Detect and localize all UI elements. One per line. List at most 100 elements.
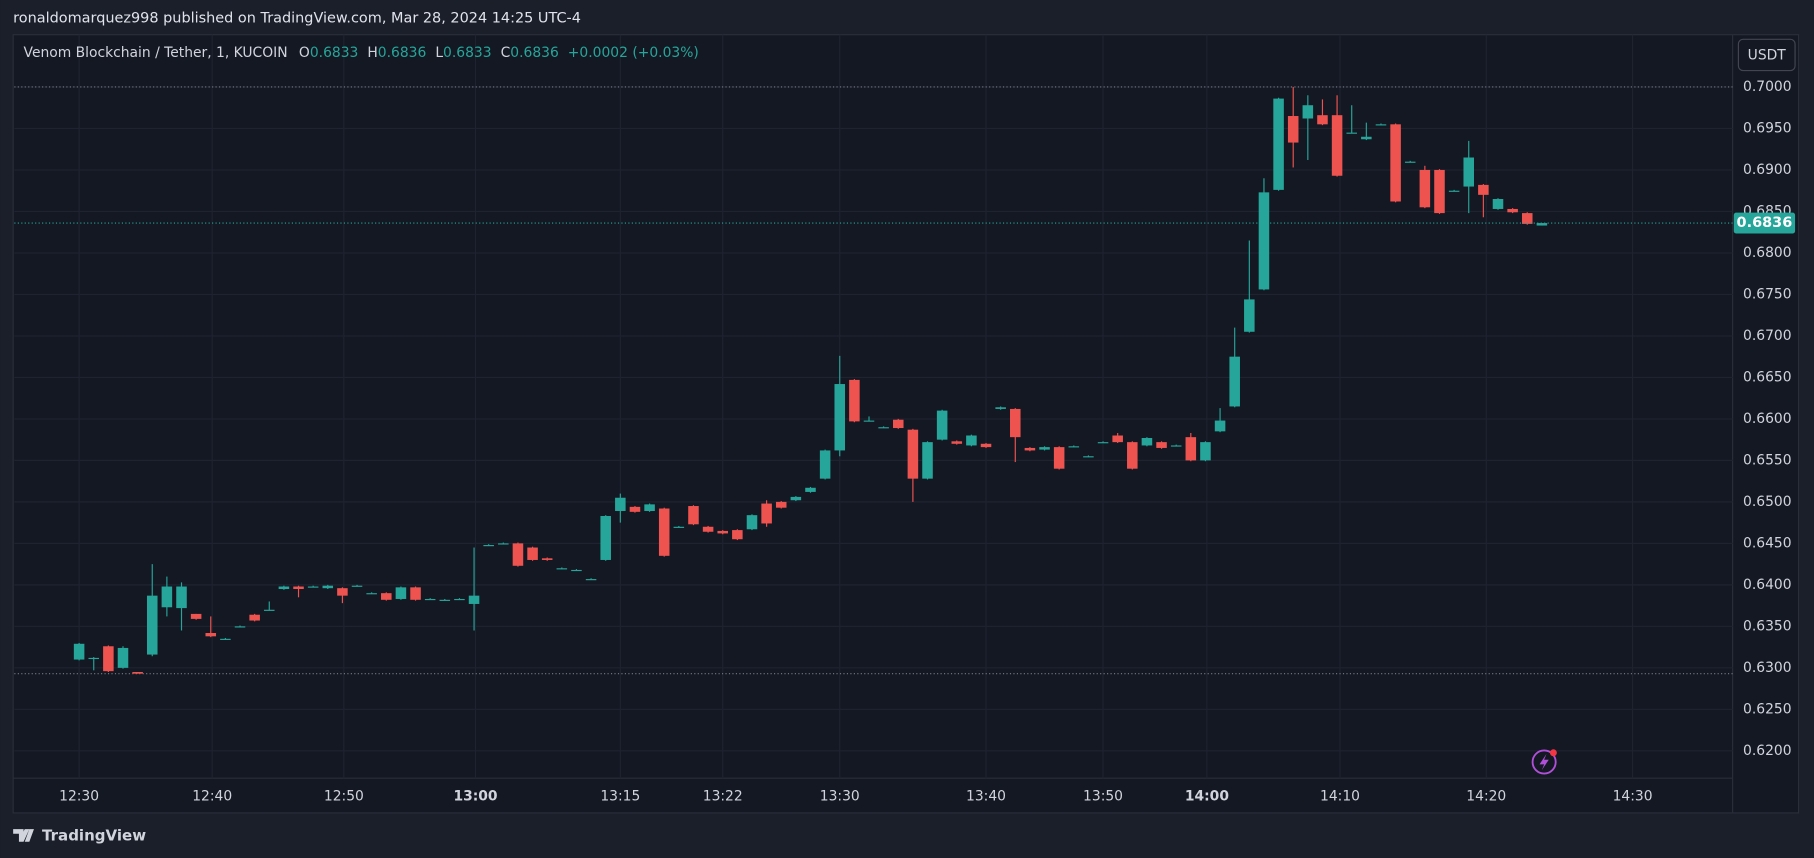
candle-body	[1258, 192, 1270, 290]
candle-body	[132, 671, 143, 674]
candle-body	[1346, 132, 1357, 134]
candle-body	[1536, 223, 1548, 226]
candle-body	[688, 506, 699, 525]
candle-body	[1010, 408, 1021, 438]
x-tick-label: 13:00	[453, 789, 497, 805]
candle-body	[1053, 447, 1065, 469]
y-tick-label: 0.6800	[1743, 245, 1792, 261]
candle-body	[205, 632, 217, 637]
candle-body	[176, 586, 187, 609]
candle-body	[951, 441, 963, 444]
candle-body	[220, 638, 231, 640]
y-tick-label: 0.6900	[1743, 162, 1792, 178]
candle-body	[1141, 437, 1153, 446]
y-tick-label: 0.6550	[1743, 452, 1792, 468]
candle-body	[1229, 356, 1240, 407]
candle-body	[322, 585, 334, 589]
y-tick-label: 0.7000	[1743, 79, 1792, 95]
candle-body	[1068, 446, 1080, 448]
candle-body	[1507, 208, 1518, 213]
x-tick-label: 12:50	[324, 789, 364, 805]
candle-body	[1083, 456, 1094, 458]
candle-body	[819, 450, 831, 479]
candle-body	[410, 587, 421, 600]
candle-body	[1112, 435, 1123, 443]
flash-icon[interactable]	[1531, 749, 1557, 775]
change: +0.0002 (+0.03%)	[568, 45, 699, 61]
y-tick-label: 0.6650	[1743, 369, 1792, 385]
candle-body	[1097, 442, 1109, 444]
x-tick-label: 12:30	[59, 789, 99, 805]
ohlc-value: 0.6833	[310, 45, 359, 61]
candle-body	[1039, 447, 1050, 450]
candle-body	[790, 496, 802, 501]
candle-body	[775, 501, 787, 508]
candle-body	[293, 586, 304, 590]
logo-mark	[13, 829, 34, 842]
candle-body	[585, 579, 597, 581]
candle-body	[732, 530, 743, 540]
footer: TradingView	[42, 827, 146, 845]
candle-body	[439, 599, 451, 601]
currency[interactable]: USDT	[1748, 48, 1787, 64]
candle-body	[1375, 124, 1387, 126]
candle-body	[454, 598, 465, 601]
candle-body	[615, 497, 626, 512]
candle-body	[878, 427, 889, 429]
ohlc-value: 0.6836	[378, 45, 427, 61]
x-tick-label: 13:15	[600, 789, 640, 805]
candles	[14, 86, 1733, 675]
candle-body	[278, 586, 290, 590]
candle-body	[190, 613, 202, 619]
candle-body	[1492, 198, 1504, 209]
x-tick-label: 14:00	[1185, 789, 1229, 805]
candle-body	[512, 543, 524, 566]
chart-area	[12, 34, 1800, 814]
candle-body	[468, 595, 480, 604]
y-tick-label: 0.6950	[1743, 120, 1792, 136]
candle-body	[761, 503, 772, 524]
y-tick-label: 0.6400	[1743, 577, 1792, 593]
y-tick-label: 0.6500	[1743, 494, 1792, 510]
candle-body	[717, 530, 728, 534]
candle-body	[103, 646, 114, 672]
candle-body	[351, 585, 363, 587]
candle-body	[424, 598, 436, 601]
candle-body	[746, 515, 758, 530]
x-tick-label: 13:30	[820, 789, 860, 805]
candle-body	[1185, 437, 1197, 461]
candle-body	[381, 593, 392, 600]
candle-body	[1127, 442, 1138, 469]
candle-body	[161, 586, 173, 608]
candle-body	[117, 647, 129, 668]
legend: Venom Blockchain / Tether, 1, KUCOIN O0.…	[24, 45, 699, 61]
candle-body	[527, 547, 538, 560]
candle-body	[658, 508, 670, 556]
ohlc-key: C	[501, 45, 511, 61]
y-tick-label: 0.6600	[1743, 411, 1792, 427]
candle-body	[600, 515, 611, 560]
candle-body	[1287, 116, 1299, 143]
y-tick-label: 0.6700	[1743, 328, 1792, 344]
candle-body	[264, 609, 275, 611]
candle-body	[702, 526, 714, 532]
flash-bolt[interactable]	[1539, 753, 1549, 771]
candle-body	[849, 379, 860, 422]
candle-body	[571, 569, 582, 572]
ohlc-key: L	[435, 45, 443, 61]
flash-circle[interactable]	[1531, 749, 1557, 775]
y-tick-label: 0.6250	[1743, 701, 1792, 717]
candle-body	[892, 419, 904, 429]
x-tick-label: 14:20	[1466, 789, 1506, 805]
candle-body	[395, 587, 407, 599]
flash-dot[interactable]	[1549, 749, 1557, 757]
candle-body	[863, 420, 875, 422]
currency-button[interactable]	[1737, 38, 1796, 72]
x-tick-label: 13:50	[1083, 789, 1123, 805]
candle-body	[73, 643, 85, 660]
candle-body	[1024, 447, 1036, 451]
ohlc-value: 0.6833	[443, 45, 492, 61]
last-price-label: 0.6836	[1737, 215, 1793, 231]
